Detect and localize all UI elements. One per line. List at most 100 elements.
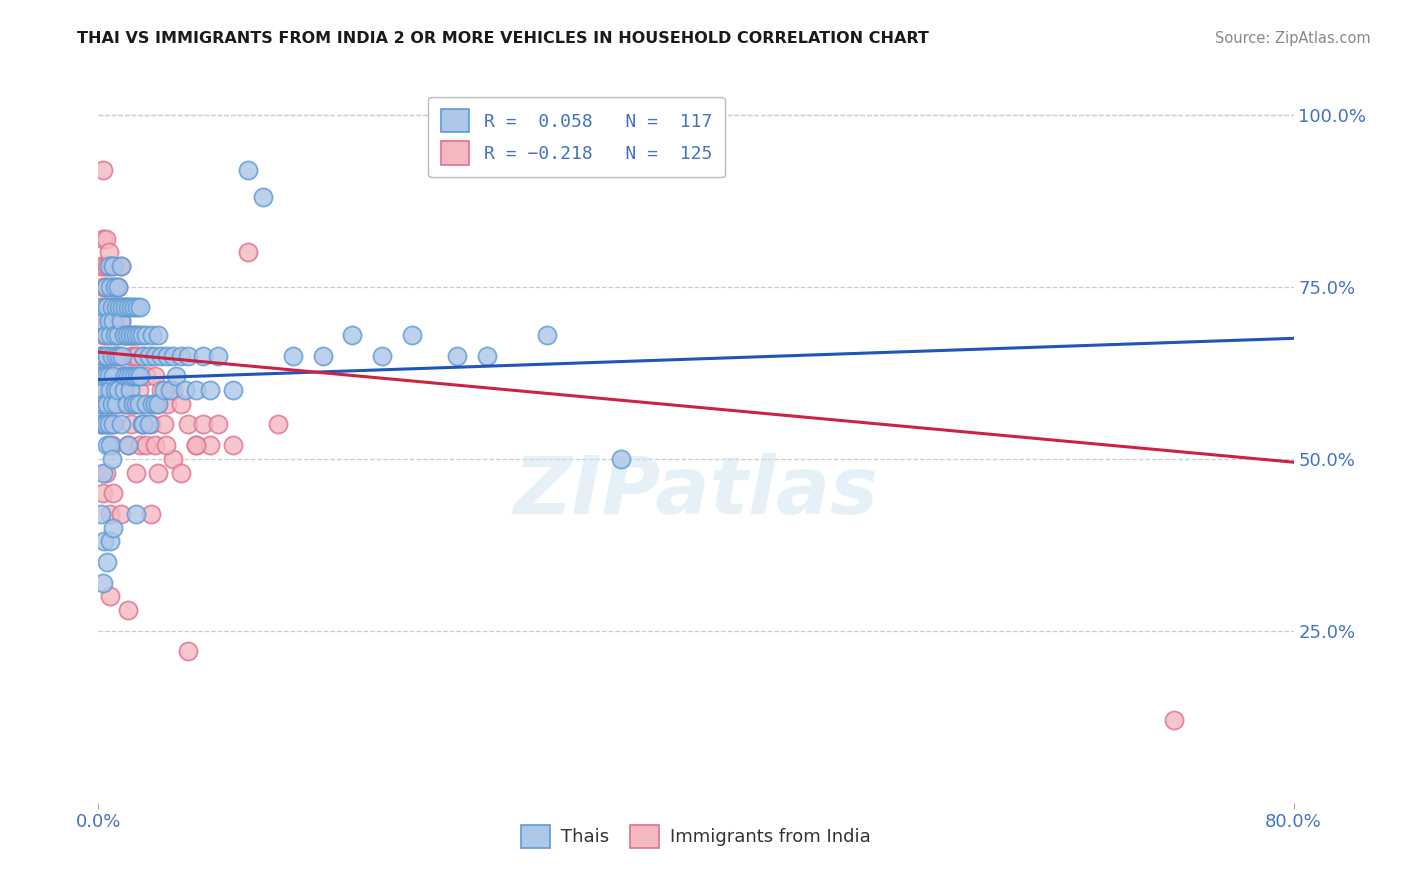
Point — [371, 349, 394, 363]
Point — [94, 383, 117, 397]
Point — [610, 451, 633, 466]
Point — [90, 417, 112, 432]
Point — [117, 438, 139, 452]
Point — [135, 369, 157, 384]
Point — [281, 349, 304, 363]
Point — [117, 438, 139, 452]
Point — [128, 327, 150, 342]
Point — [89, 397, 111, 411]
Point — [105, 301, 128, 315]
Point — [94, 231, 117, 245]
Point — [110, 259, 132, 273]
Point — [143, 349, 166, 363]
Point — [148, 397, 170, 411]
Point — [132, 349, 155, 363]
Point — [159, 383, 181, 397]
Point — [117, 301, 139, 315]
Point — [98, 417, 122, 432]
Point — [96, 349, 118, 363]
Point — [105, 349, 128, 363]
Point — [101, 349, 124, 363]
Point — [128, 397, 150, 411]
Point — [105, 349, 128, 363]
Point — [90, 259, 112, 273]
Point — [101, 279, 124, 293]
Point — [103, 486, 125, 500]
Point — [93, 301, 115, 315]
Point — [111, 301, 134, 315]
Point — [104, 383, 127, 397]
Point — [311, 349, 333, 363]
Point — [112, 397, 135, 411]
Point — [138, 417, 160, 432]
Point — [132, 349, 155, 363]
Point — [107, 327, 129, 342]
Point — [96, 417, 118, 432]
Point — [222, 438, 245, 452]
Point — [111, 349, 134, 363]
Point — [143, 397, 166, 411]
Point — [135, 327, 157, 342]
Legend: Thais, Immigrants from India: Thais, Immigrants from India — [513, 818, 879, 855]
Point — [118, 327, 141, 342]
Point — [252, 190, 274, 204]
Point — [135, 438, 157, 452]
Point — [115, 397, 138, 411]
Point — [125, 507, 148, 521]
Point — [124, 301, 146, 315]
Point — [104, 279, 127, 293]
Point — [1163, 713, 1185, 727]
Point — [96, 369, 118, 384]
Point — [107, 327, 129, 342]
Point — [121, 397, 143, 411]
Point — [91, 162, 114, 177]
Point — [177, 644, 200, 658]
Point — [132, 417, 155, 432]
Point — [112, 383, 135, 397]
Point — [536, 327, 558, 342]
Point — [94, 327, 117, 342]
Point — [131, 417, 153, 432]
Point — [96, 259, 118, 273]
Point — [98, 369, 122, 384]
Point — [150, 349, 173, 363]
Point — [132, 417, 155, 432]
Point — [124, 369, 146, 384]
Text: THAI VS IMMIGRANTS FROM INDIA 2 OR MORE VEHICLES IN HOUSEHOLD CORRELATION CHART: THAI VS IMMIGRANTS FROM INDIA 2 OR MORE … — [77, 31, 929, 46]
Point — [141, 327, 163, 342]
Point — [90, 369, 112, 384]
Point — [120, 301, 142, 315]
Point — [200, 383, 222, 397]
Point — [98, 383, 122, 397]
Point — [222, 383, 245, 397]
Point — [103, 314, 125, 328]
Point — [110, 383, 132, 397]
Point — [138, 349, 160, 363]
Point — [153, 383, 176, 397]
Point — [236, 162, 259, 177]
Point — [475, 349, 498, 363]
Point — [97, 369, 120, 384]
Point — [97, 349, 120, 363]
Point — [103, 259, 125, 273]
Point — [150, 383, 173, 397]
Point — [156, 397, 179, 411]
Point — [125, 397, 148, 411]
Point — [105, 397, 128, 411]
Point — [97, 259, 120, 273]
Point — [93, 349, 115, 363]
Point — [177, 349, 200, 363]
Point — [342, 327, 364, 342]
Point — [162, 349, 184, 363]
Point — [111, 369, 134, 384]
Text: Source: ZipAtlas.com: Source: ZipAtlas.com — [1215, 31, 1371, 46]
Point — [139, 507, 162, 521]
Point — [446, 349, 468, 363]
Point — [118, 397, 141, 411]
Point — [90, 507, 112, 521]
Point — [117, 369, 139, 384]
Point — [104, 327, 127, 342]
Point — [98, 590, 122, 604]
Point — [105, 397, 128, 411]
Point — [91, 327, 114, 342]
